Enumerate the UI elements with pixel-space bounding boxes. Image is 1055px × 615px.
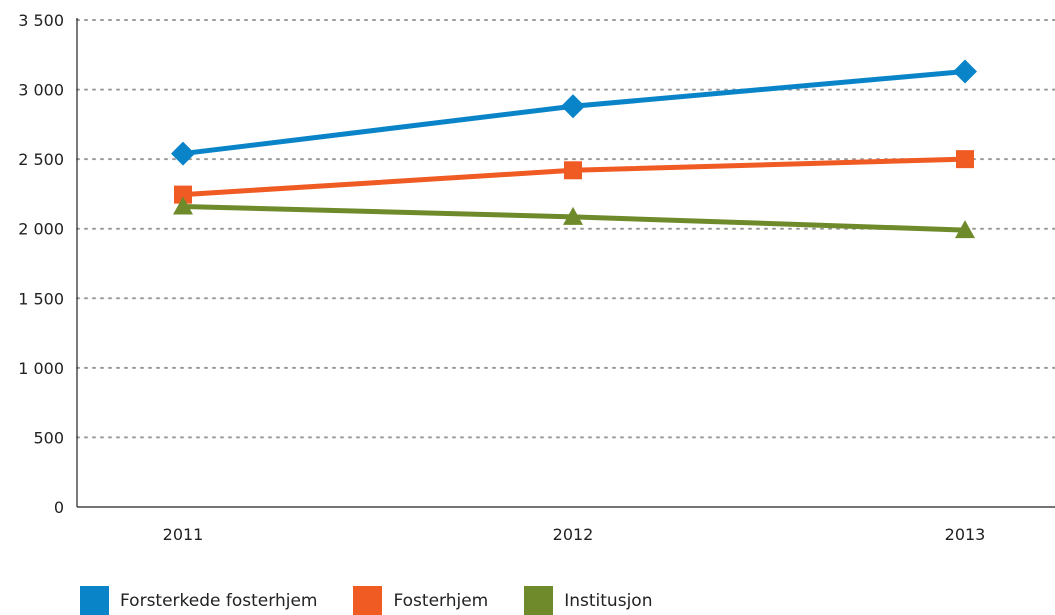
legend-item-forsterkede-fosterhjem: Forsterkede fosterhjem [80,586,317,615]
y-tick-label: 500 [33,428,64,447]
legend-item-institusjon: Institusjon [524,586,652,615]
y-tick-label: 3 500 [18,11,64,30]
legend-swatch [353,586,383,615]
data-point-square [956,150,974,169]
data-point-diamond [953,59,977,84]
axes [76,18,1055,508]
y-tick-label: 3 000 [18,81,64,100]
gridlines [76,19,1055,439]
series-markers [171,59,977,239]
legend-item-fosterhjem: Fosterhjem [353,586,488,615]
y-tick-label: 2 000 [18,220,64,239]
legend-label: Institusjon [564,590,653,611]
legend-swatch [524,586,554,615]
x-tick-label: 2011 [163,525,204,544]
data-point-diamond [171,141,195,166]
legend-swatch [80,586,109,615]
tick-labels: 0 500 1 000 1 500 2 000 2 500 3 000 3 500 2011 20… [18,11,985,544]
data-point-square [174,185,192,204]
y-tick-label: 1 000 [18,359,64,378]
x-tick-label: 2012 [553,525,594,544]
data-point-square [564,161,582,180]
y-tick-label: 1 500 [18,289,64,308]
data-point-diamond [561,94,585,119]
data-point-triangle [173,196,193,215]
y-tick-label: 2 500 [18,150,64,169]
x-tick-label: 2013 [945,525,986,544]
legend-label: Forsterkede fosterhjem [120,590,318,611]
legend: Forsterkede fosterhjem Fosterhjem Instit… [80,586,688,615]
legend-label: Fosterhjem [393,590,489,611]
y-tick-label: 0 [54,498,64,517]
data-point-triangle [563,206,583,225]
data-point-triangle [955,220,975,239]
